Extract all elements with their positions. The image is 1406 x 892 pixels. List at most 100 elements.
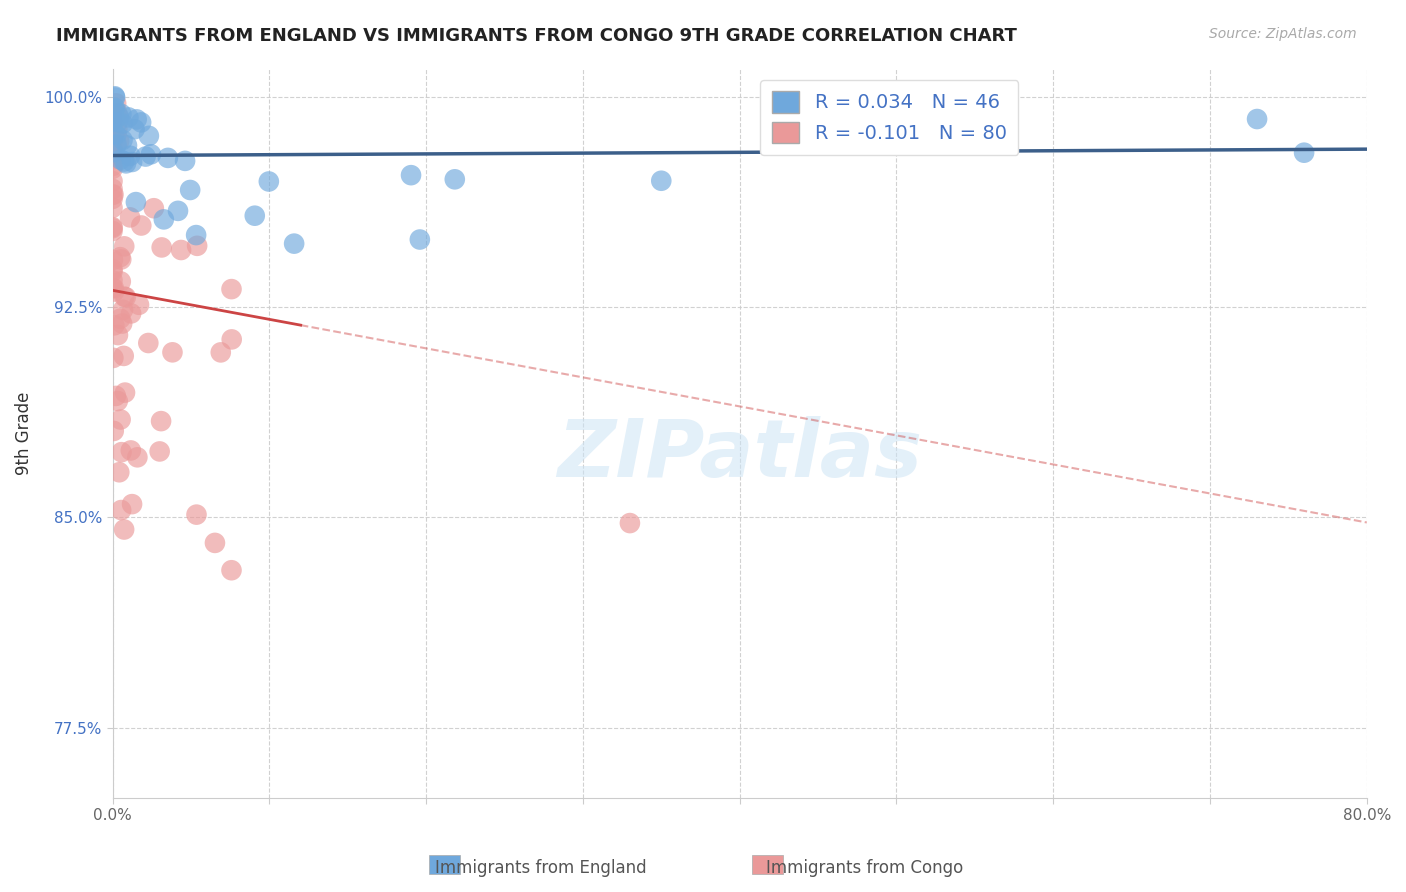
Point bbox=[108, 134, 131, 148]
Point bbox=[162, 345, 184, 359]
Point bbox=[101, 224, 124, 238]
Point bbox=[104, 389, 127, 403]
Point bbox=[110, 153, 132, 167]
Point bbox=[101, 109, 124, 123]
Point bbox=[101, 187, 124, 202]
Point bbox=[124, 122, 146, 136]
Point bbox=[101, 262, 124, 277]
Point bbox=[103, 285, 125, 299]
Point bbox=[101, 281, 124, 295]
Point bbox=[129, 219, 152, 233]
Point bbox=[101, 201, 124, 215]
Point bbox=[120, 443, 142, 458]
Point bbox=[108, 250, 131, 264]
Point bbox=[156, 151, 179, 165]
Point bbox=[103, 424, 125, 438]
Point bbox=[112, 154, 135, 169]
Point bbox=[117, 111, 139, 125]
Point bbox=[105, 137, 128, 152]
Point bbox=[221, 332, 243, 346]
Point bbox=[142, 201, 165, 215]
Point bbox=[149, 444, 172, 458]
Point bbox=[112, 239, 135, 253]
Point bbox=[101, 135, 124, 149]
Point bbox=[107, 328, 129, 343]
Point bbox=[101, 159, 124, 173]
Point bbox=[112, 290, 135, 304]
Point bbox=[120, 306, 142, 320]
Point bbox=[101, 132, 124, 146]
Point bbox=[103, 103, 125, 117]
Point bbox=[101, 192, 124, 206]
Point bbox=[104, 148, 127, 162]
Point bbox=[399, 168, 422, 182]
Point bbox=[107, 110, 129, 124]
Point bbox=[118, 211, 141, 225]
Point bbox=[650, 174, 672, 188]
Point bbox=[150, 240, 173, 254]
Point bbox=[125, 112, 148, 127]
Point bbox=[110, 412, 132, 426]
Point bbox=[283, 236, 305, 251]
Point bbox=[101, 161, 124, 176]
Text: Source: ZipAtlas.com: Source: ZipAtlas.com bbox=[1209, 27, 1357, 41]
Point bbox=[121, 155, 143, 169]
Point bbox=[101, 141, 124, 155]
Point bbox=[111, 116, 134, 130]
Point bbox=[103, 351, 125, 365]
Point bbox=[108, 465, 131, 479]
Text: Immigrants from England: Immigrants from England bbox=[436, 859, 647, 877]
Point bbox=[114, 290, 136, 304]
Point bbox=[150, 414, 173, 428]
Point bbox=[111, 133, 134, 147]
Point bbox=[174, 153, 197, 168]
Point bbox=[186, 508, 208, 522]
Point bbox=[105, 106, 128, 120]
Point bbox=[167, 203, 190, 218]
Point bbox=[184, 228, 207, 243]
Point bbox=[243, 209, 266, 223]
Point bbox=[101, 114, 124, 128]
Point bbox=[104, 101, 127, 115]
Point bbox=[101, 273, 124, 287]
Y-axis label: 9th Grade: 9th Grade bbox=[15, 392, 32, 475]
Legend: R = 0.034   N = 46, R = -0.101   N = 80: R = 0.034 N = 46, R = -0.101 N = 80 bbox=[761, 79, 1018, 155]
Point bbox=[105, 122, 128, 136]
Point bbox=[125, 195, 148, 210]
Point bbox=[115, 156, 138, 170]
Point bbox=[111, 302, 134, 317]
Point bbox=[127, 450, 149, 465]
Text: ZIPatlas: ZIPatlas bbox=[557, 417, 922, 494]
Point bbox=[128, 298, 150, 312]
Point bbox=[105, 128, 128, 142]
Point bbox=[105, 96, 128, 111]
Point bbox=[170, 243, 193, 257]
Point bbox=[104, 89, 127, 103]
Point bbox=[101, 252, 124, 267]
Point bbox=[110, 445, 132, 459]
Point bbox=[110, 107, 132, 121]
Point bbox=[110, 275, 132, 289]
Point bbox=[1246, 112, 1268, 126]
Point bbox=[209, 345, 232, 359]
Point bbox=[619, 516, 641, 530]
Point bbox=[101, 174, 124, 188]
Point bbox=[103, 281, 125, 295]
Point bbox=[121, 497, 143, 511]
Point bbox=[120, 149, 142, 163]
Point bbox=[129, 115, 152, 129]
Point bbox=[101, 115, 124, 129]
Point bbox=[103, 127, 125, 141]
Point bbox=[112, 349, 135, 363]
Point bbox=[221, 282, 243, 296]
Point bbox=[115, 138, 138, 153]
Point bbox=[107, 394, 129, 409]
Point bbox=[110, 311, 132, 326]
Point bbox=[110, 252, 132, 267]
Point bbox=[135, 150, 157, 164]
Point bbox=[111, 317, 134, 331]
Point bbox=[204, 536, 226, 550]
Point bbox=[101, 144, 124, 158]
Point bbox=[1294, 145, 1316, 160]
Point bbox=[103, 187, 125, 202]
